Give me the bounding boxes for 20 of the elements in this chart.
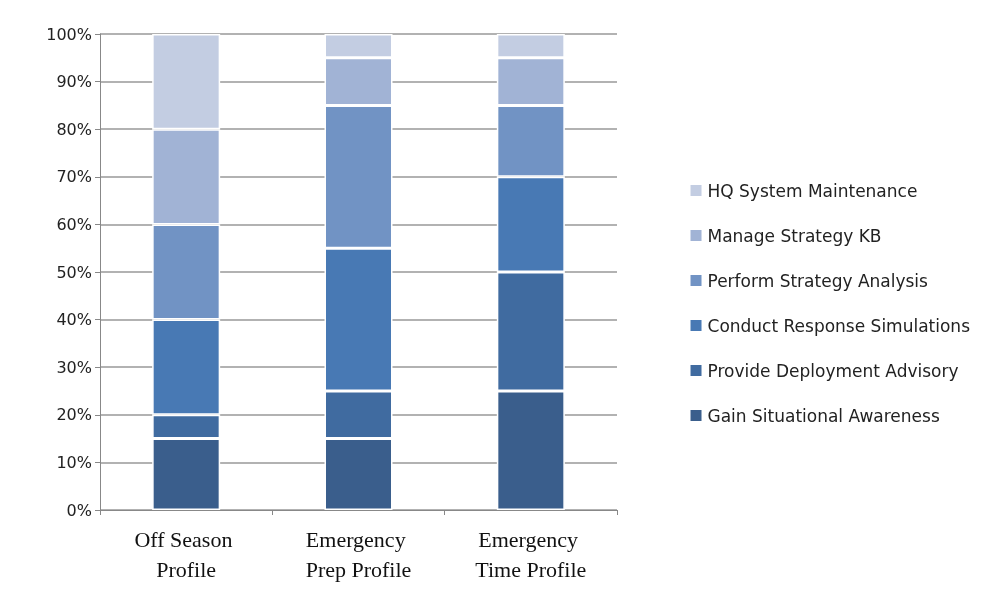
legend-label: Provide Deployment Advisory <box>707 360 959 381</box>
y-tick-label: 10% <box>56 452 92 472</box>
y-tick-label: 30% <box>56 357 92 377</box>
legend-label: Gain Situational Awareness <box>707 405 940 426</box>
y-tick-label: 80% <box>56 119 92 139</box>
x-tick-label: Emergency Time Profile <box>475 526 587 582</box>
y-tick-label: 100% <box>46 24 92 44</box>
legend-label: Conduct Response Simulations <box>707 315 971 336</box>
x-tick-label: Off Season Profile <box>134 526 238 582</box>
y-tick-label: 60% <box>56 214 92 234</box>
y-tick-label: 20% <box>56 405 92 425</box>
y-tick-label: 40% <box>56 310 92 330</box>
y-tick-label: 0% <box>66 500 92 520</box>
x-tick-label: Emergency Prep Profile <box>305 526 412 582</box>
legend-label: HQ System Maintenance <box>707 180 918 201</box>
legend-label: Perform Strategy Analysis <box>707 270 929 291</box>
y-tick-label: 70% <box>56 167 92 187</box>
legend-label: Manage Strategy KB <box>707 225 882 246</box>
y-tick-label: 90% <box>56 72 92 92</box>
y-tick-label: 50% <box>56 262 92 282</box>
